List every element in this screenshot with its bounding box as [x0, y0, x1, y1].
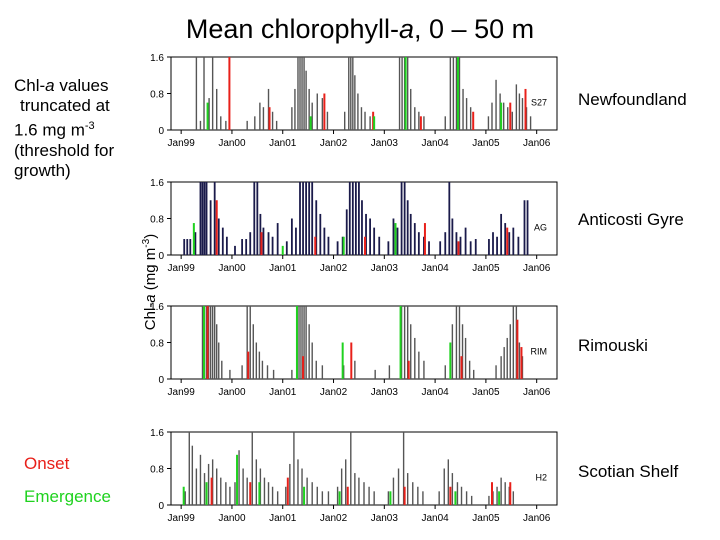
- region-label-newfoundland: Newfoundland: [578, 90, 687, 109]
- panel-rim-ytick-label: 1.6: [150, 302, 164, 313]
- panel-s27-xtick-label: Jan01: [269, 138, 297, 149]
- panel-s27-xtick-label: Jan00: [218, 138, 246, 149]
- panel-s27-ytick-label: 1.6: [150, 53, 164, 64]
- panel-ag-xtick-label: Jan00: [218, 263, 246, 274]
- panel-ag-xtick-label: Jan99: [168, 263, 196, 274]
- region-label-scotian-shelf: Scotian Shelf: [578, 462, 679, 481]
- title-text: Mean chlorophyll-: [185, 14, 399, 44]
- panel-rim-xtick-label: Jan03: [371, 387, 399, 398]
- panel-rim-xtick-label: Jan05: [472, 387, 500, 398]
- panel-s27-xtick-label: Jan04: [421, 138, 449, 149]
- panel-rim-ytick-label: 0.8: [150, 339, 164, 350]
- note-line-3: 1.6 mg m-3: [14, 120, 95, 140]
- panel-rim-xtick-label: Jan02: [320, 387, 348, 398]
- panel-s27-xtick-label: Jan99: [168, 138, 196, 149]
- title-tail: , 0 – 50 m: [414, 14, 535, 44]
- panel-ag-xtick-label: Jan04: [421, 263, 449, 274]
- legend-onset: Onset: [24, 454, 70, 473]
- panel-h2-ytick-label: 1.6: [150, 428, 164, 439]
- panel-h2-xtick-label: Jan03: [371, 513, 399, 524]
- panel-ag-xtick-label: Jan02: [320, 263, 348, 274]
- panel-rim-ytick-label: 0: [158, 375, 164, 386]
- note-line-2: truncated at: [20, 96, 110, 115]
- note-line-1: Chl-a values: [14, 76, 109, 95]
- region-label-rimouski: Rimouski: [578, 336, 648, 355]
- panel-h2-xtick-label: Jan04: [421, 513, 449, 524]
- region-label-anticosti-gyre: Anticosti Gyre: [578, 210, 684, 229]
- panel-rim-xtick-label: Jan04: [421, 387, 449, 398]
- panel-h2-xtick-label: Jan05: [472, 513, 500, 524]
- panel-ag-xtick-label: Jan05: [472, 263, 500, 274]
- panel-h2-station-label: H2: [535, 473, 547, 483]
- panel-s27-station-label: S27: [531, 98, 547, 108]
- note-line-5: growth): [14, 160, 71, 180]
- panel-s27-ytick-label: 0.8: [150, 90, 164, 101]
- panel-s27-ytick-label: 0: [158, 126, 164, 137]
- panel-h2-xtick-label: Jan02: [320, 513, 348, 524]
- panel-s27-xtick-label: Jan03: [371, 138, 399, 149]
- panel-rim-xtick-label: Jan00: [218, 387, 246, 398]
- panel-ag-xtick-label: Jan06: [523, 263, 551, 274]
- panel-s27-xtick-label: Jan06: [523, 138, 551, 149]
- panel-h2-ytick-label: 0.8: [150, 465, 164, 476]
- chart-title: Mean chlorophyll-a, 0 – 50 m: [0, 14, 720, 45]
- panel-h2-xtick-label: Jan00: [218, 513, 246, 524]
- panel-ag-xtick-label: Jan01: [269, 263, 297, 274]
- panel-rim-xtick-label: Jan01: [269, 387, 297, 398]
- truncation-note: Chl-a values truncated at 1.6 mg m-3 (th…: [14, 76, 114, 181]
- panel-rim-xtick-label: Jan99: [168, 387, 196, 398]
- panel-ag-xtick-label: Jan03: [371, 263, 399, 274]
- panel-rim-frame: [170, 305, 558, 380]
- panel-h2-xtick-label: Jan06: [523, 513, 551, 524]
- legend-emergence: Emergence: [24, 487, 111, 506]
- note-line-4: (threshold for: [14, 140, 115, 160]
- panel-ag-ytick-label: 1.6: [150, 178, 164, 189]
- panel-s27-xtick-label: Jan02: [320, 138, 348, 149]
- panel-h2-ytick-label: 0: [158, 501, 164, 512]
- panel-ag-ytick-label: 0.8: [150, 215, 164, 226]
- panel-ag-station-label: AG: [534, 223, 547, 233]
- panel-ag-frame: [170, 181, 558, 256]
- panel-s27-xtick-label: Jan05: [472, 138, 500, 149]
- panel-rim-xtick-label: Jan06: [523, 387, 551, 398]
- panel-h2-xtick-label: Jan01: [269, 513, 297, 524]
- panel-ag-ytick-label: 0: [158, 251, 164, 262]
- panel-rim-station-label: RIM: [531, 347, 548, 357]
- title-italic: a: [399, 14, 415, 44]
- panel-h2-xtick-label: Jan99: [168, 513, 196, 524]
